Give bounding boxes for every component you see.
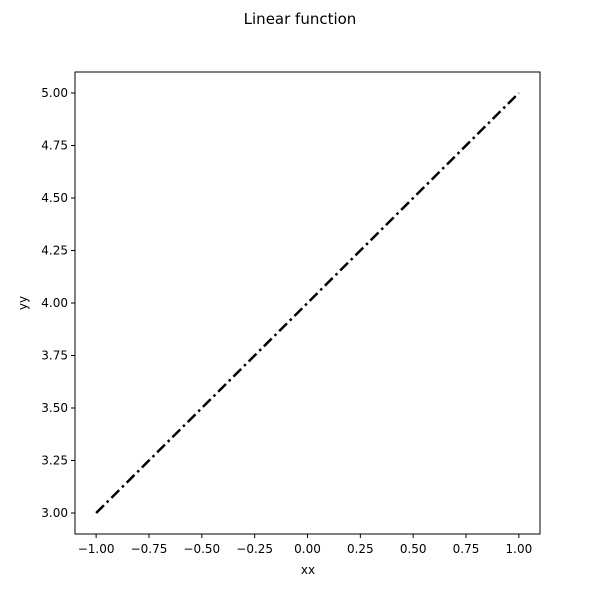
y-tick-label: 4.00 <box>41 296 68 310</box>
x-tick-label: −0.50 <box>183 542 220 556</box>
y-tick-label: 4.25 <box>41 244 68 258</box>
series-line-0 <box>95 92 520 514</box>
y-tick-label: 4.75 <box>41 139 68 153</box>
y-tick-label: 3.00 <box>41 506 68 520</box>
chart-title: Linear function <box>243 10 357 28</box>
x-axis-label: xx <box>301 563 315 577</box>
x-tick-label: 0.00 <box>294 542 321 556</box>
y-tick-label: 3.75 <box>41 349 68 363</box>
x-tick-label: −0.75 <box>131 542 168 556</box>
x-tick-label: −1.00 <box>78 542 115 556</box>
x-tick-label: 0.25 <box>347 542 374 556</box>
y-axis-label: yy <box>16 296 30 310</box>
x-tick-label: 0.50 <box>400 542 427 556</box>
y-axis-ticks: 3.00 3.25 3.50 3.75 4.00 4.25 4.50 4.75 5.00 <box>41 86 75 520</box>
plot-area <box>74 71 541 535</box>
y-tick-label: 5.00 <box>41 86 68 100</box>
x-axis-ticks: −1.00 −0.75 −0.50 −0.25 0.00 0.25 0.50 0.75 1.00 <box>78 534 532 556</box>
y-tick-label: 3.25 <box>41 454 68 468</box>
x-tick-label: −0.25 <box>236 542 273 556</box>
x-tick-label: 1.00 <box>506 542 533 556</box>
y-tick-label: 3.50 <box>41 401 68 415</box>
y-tick-label: 4.50 <box>41 191 68 205</box>
x-tick-label: 0.75 <box>453 542 480 556</box>
